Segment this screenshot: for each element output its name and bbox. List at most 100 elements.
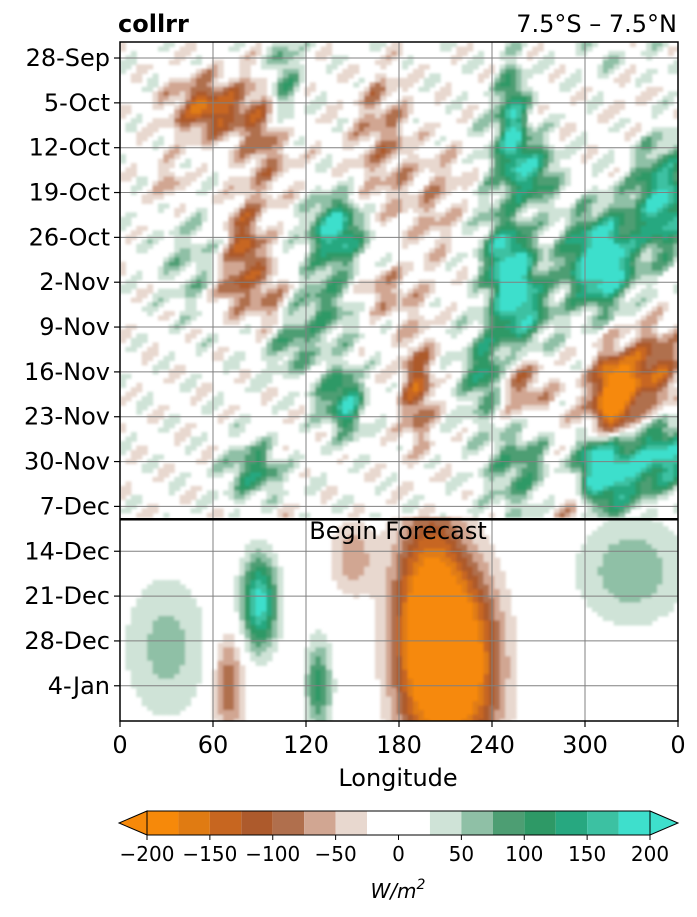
field-cell (532, 306, 539, 312)
field-cell (282, 167, 289, 173)
field-cell (380, 212, 387, 218)
field-cell (505, 320, 512, 326)
field-cell (391, 382, 398, 388)
field-cell (244, 266, 251, 272)
field-cell (326, 360, 333, 366)
field-cell (456, 207, 463, 213)
field-cell (136, 68, 143, 74)
field-cell (613, 203, 620, 209)
field-cell (255, 297, 262, 303)
field-cell (233, 104, 240, 110)
field-cell (407, 230, 414, 236)
field-cell (494, 221, 501, 227)
field-cell (673, 284, 678, 290)
field-cell (233, 212, 240, 218)
field-cell (510, 50, 517, 57)
field-cell (233, 239, 240, 245)
field-cell (168, 95, 175, 101)
field-cell (516, 221, 523, 227)
field-cell (548, 297, 555, 303)
field-cell (293, 333, 300, 339)
field-cell (233, 91, 240, 97)
field-cell (597, 346, 604, 352)
field-cell (380, 127, 387, 133)
field-cell (347, 127, 354, 133)
field-cell (450, 149, 457, 155)
field-cell (212, 297, 219, 303)
field-cell (277, 337, 284, 344)
field-cell (201, 118, 208, 124)
field-cell (505, 68, 512, 74)
field-cell (673, 127, 678, 133)
field-cell (559, 243, 566, 249)
field-cell (407, 311, 414, 317)
field-cell (223, 113, 230, 119)
field-cell (369, 207, 376, 213)
field-cell (380, 306, 387, 312)
field-cell (288, 91, 295, 97)
field-cell (494, 122, 501, 128)
field-cell (591, 364, 598, 370)
field-cell (374, 109, 381, 115)
field-cell (510, 360, 517, 366)
field-cell (233, 154, 240, 160)
field-cell (190, 328, 197, 335)
field-cell (315, 275, 322, 281)
field-cell (271, 140, 278, 146)
field-cell (597, 212, 604, 218)
field-cell (657, 373, 664, 379)
field-cell (244, 288, 251, 294)
field-cell (646, 207, 653, 213)
field-cell (125, 373, 132, 379)
field-cell (570, 140, 577, 146)
field-cell (244, 275, 251, 281)
field-cell (266, 185, 273, 191)
field-cell (125, 239, 132, 245)
field-cell (293, 50, 300, 57)
field-cell (505, 288, 512, 294)
field-cell (347, 181, 354, 187)
field-cell (651, 270, 658, 276)
field-cell (261, 297, 268, 303)
field-cell (559, 230, 566, 236)
field-cell (564, 261, 571, 267)
field-cell (440, 320, 447, 326)
field-cell (635, 176, 642, 182)
field-cell (130, 212, 137, 218)
field-cell (342, 257, 349, 263)
field-cell (602, 297, 609, 303)
field-cell (629, 360, 636, 366)
field-cell (396, 109, 403, 115)
field-cell (147, 311, 154, 317)
field-cell (450, 387, 457, 393)
field-cell (646, 185, 653, 191)
field-cell (450, 351, 457, 357)
field-cell (613, 64, 620, 70)
field-cell (543, 243, 550, 249)
field-cell (347, 342, 354, 348)
field-cell (250, 297, 257, 303)
field-cell (288, 302, 295, 308)
field-cell (472, 342, 479, 348)
field-cell (505, 109, 512, 115)
field-cell (282, 64, 289, 70)
field-cell (402, 64, 409, 70)
field-cell (532, 342, 539, 348)
field-cell (483, 355, 490, 361)
field-cell (499, 131, 506, 137)
field-cell (244, 230, 251, 236)
field-cell (505, 293, 512, 299)
field-cell (239, 149, 246, 155)
field-cell (613, 293, 620, 299)
field-cell (364, 86, 371, 92)
field-cell (223, 275, 230, 281)
field-cell (320, 373, 327, 379)
field-cell (499, 342, 506, 348)
field-cell (640, 293, 647, 299)
field-cell (342, 373, 349, 379)
field-cell (581, 293, 588, 299)
field-cell (293, 288, 300, 294)
field-cell (255, 243, 262, 249)
field-cell (342, 248, 349, 254)
field-cell (575, 73, 582, 79)
